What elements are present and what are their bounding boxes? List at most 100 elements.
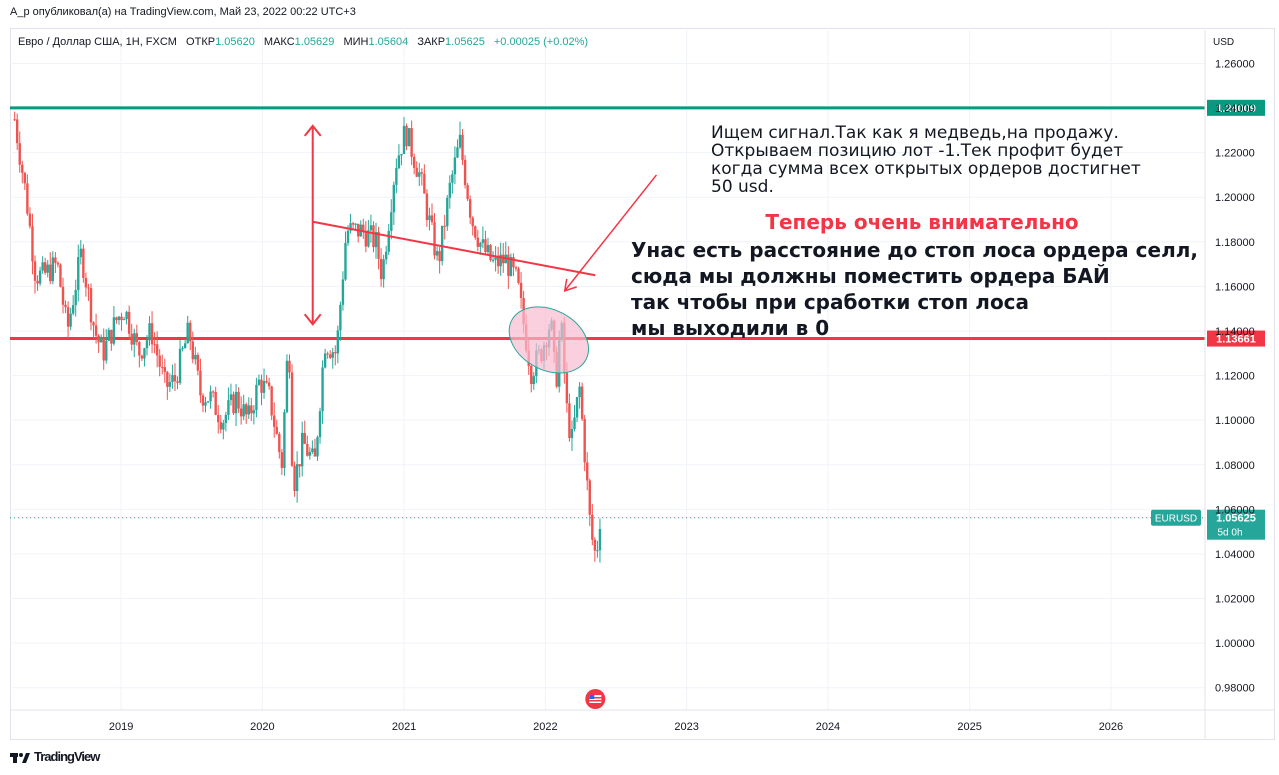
candle-body [199,370,202,396]
y-tick-label: 1.00000 [1215,638,1255,650]
candle-body [519,282,523,298]
axes: 1.26000 1.24000 1.22000 1.20000 1.18000 1.160… [10,30,1275,740]
candle-body [387,230,390,252]
candle-body [148,323,151,341]
grid [10,30,1205,710]
candle-body [229,394,233,401]
y-tick-label: 1.14000 [1215,326,1255,338]
candle-body [303,432,306,444]
currency-label: USD [1213,37,1234,48]
candle-body [438,251,441,262]
candle-body [339,304,342,331]
candle-body [598,528,602,551]
x-tick-label: 2024 [816,721,840,733]
candle-body [502,254,505,264]
y-tick-label: 1.10000 [1215,415,1255,427]
candle-body [224,414,228,423]
candle-body [21,164,24,173]
candle-body [33,261,37,281]
y-tick-label: 0.98000 [1215,683,1255,695]
candle-body [211,391,215,393]
us-flag-icon-canton [589,695,595,699]
candle-body [239,408,243,417]
candle-body [321,367,324,412]
candle-body [265,380,268,383]
candle-body [377,231,380,259]
candle-body [51,257,55,282]
candle-body [166,371,169,387]
candle-body [390,212,393,231]
candle-body [71,305,75,314]
candle-body [451,174,454,183]
candle-body [586,462,589,481]
candle-body [110,329,113,344]
candle-body [400,153,403,156]
candle-body [509,257,513,276]
resistance-price-tag [1207,99,1265,116]
candle-body [420,172,424,174]
range-arrow-head-down [303,313,322,326]
annotation-text-1-line: 50 usd. [711,177,774,197]
candle-body [463,159,467,186]
annotation-text-2-line: сюда мы должны поместить ордера БАЙ [631,264,1110,288]
candle-body [255,384,258,411]
candle-body [512,257,515,268]
candle-body [285,360,289,413]
candle-body [49,264,52,282]
candle-body [344,242,347,280]
candle-body [267,382,271,387]
pointer-arrow[interactable] [564,174,658,292]
candle-body [232,394,235,414]
candle-body [578,386,581,398]
candle-body [484,239,487,253]
candle-body [222,422,225,430]
candle-body [153,344,156,346]
candle-body [293,465,296,491]
symbol-tag [1151,509,1201,526]
candle-body [308,452,312,456]
candle-body [206,401,210,403]
candle-body [130,333,133,345]
candle-body [262,380,266,393]
candle-body [196,354,200,371]
candle-body [133,333,136,345]
annotation-text-2-line: так чтобы при сработки стоп лоса [631,290,1029,314]
y-tick-label: 1.24000 [1215,103,1255,115]
annotation-text-2-line: Унас есть расстояние до стоп лоса ордера… [631,238,1198,262]
candle-body [354,223,357,225]
candle-body [194,354,197,360]
us-flag-icon-stripe [589,697,602,699]
candle-body [242,404,245,417]
trend-line[interactable] [312,220,596,277]
candle-body [270,386,273,416]
x-tick-label: 2021 [392,721,416,733]
candle-body [329,354,332,358]
y-tick-label: 1.02000 [1215,594,1255,606]
y-tick-label: 1.04000 [1215,549,1255,561]
candle-body [479,242,482,247]
high-value: 1.05629 [295,36,335,48]
candle-body [46,264,49,273]
candle-body [395,168,398,185]
highlight-ellipse[interactable] [498,294,600,386]
candle-body [94,325,98,336]
candle-body [140,355,144,359]
candle-body [89,288,93,323]
candle-body [245,404,248,415]
candle-body [120,316,123,321]
candle-body [423,173,426,194]
candle-body [87,287,90,289]
y-tick-label: 1.06000 [1215,504,1255,516]
candle-body [217,414,220,423]
candle-body [568,403,571,439]
candle-body [336,330,340,354]
candle-body [92,322,95,326]
annotation-text-1-line: Ищем сигнал.Так как я медведь,на продажу… [711,123,1119,143]
candle-body [260,379,263,393]
candle-body [476,237,480,247]
candle-body [316,437,319,457]
last-price-label: 1.05625 [1216,513,1256,525]
y-tick-label: 1.26000 [1215,58,1255,70]
candle-body [227,400,230,415]
